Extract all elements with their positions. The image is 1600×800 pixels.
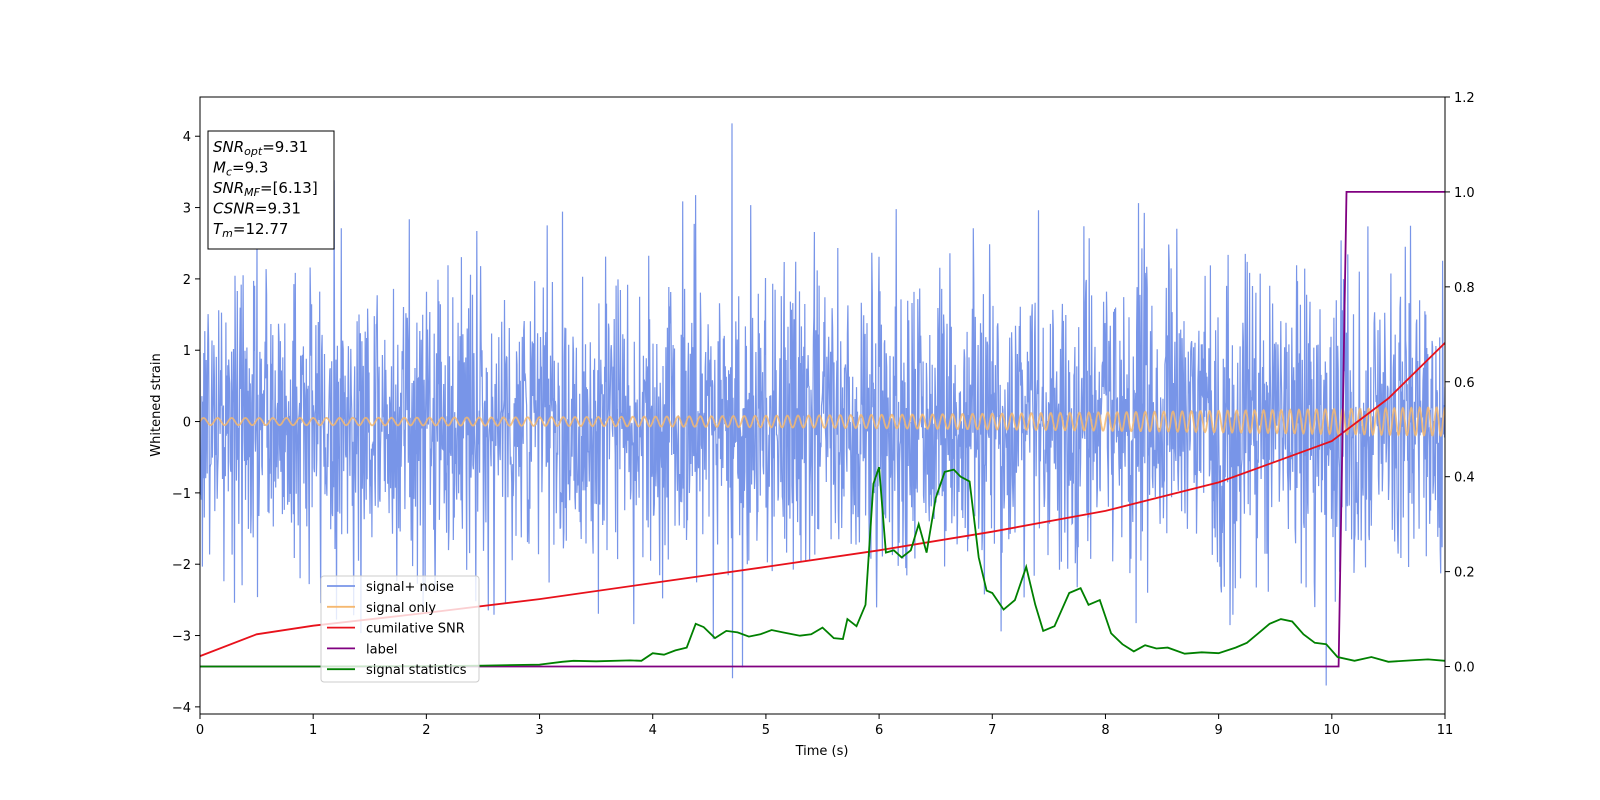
y-tick-label: −3 — [172, 630, 191, 645]
series-line-label — [200, 191, 1445, 668]
info-symbol: M — [213, 159, 226, 177]
y2-tick-label: 1.2 — [1454, 91, 1475, 106]
y-tick-label: −2 — [172, 558, 191, 573]
legend: signal+ noise signal only cumilative SNR la… — [320, 575, 480, 683]
legend-label: signal only — [366, 601, 436, 616]
plot-frame — [199, 96, 1446, 715]
series-line-signal-noise — [200, 123, 1445, 686]
info-box-frame — [207, 130, 335, 250]
y-tick-label: 1 — [183, 344, 191, 359]
y-tick-label: 2 — [183, 273, 191, 288]
info-line: SNRopt=9.31 — [213, 138, 308, 158]
info-line: Tm=12.77 — [213, 220, 288, 240]
legend-label: label — [366, 642, 397, 657]
legend-label: signal+ noise — [366, 580, 454, 595]
info-value: =[6.13] — [260, 179, 318, 197]
info-value: =9.3 — [232, 159, 268, 177]
x-tick-label: 11 — [1437, 723, 1454, 738]
x-tick-label: 8 — [1101, 723, 1109, 738]
info-subscript: m — [222, 227, 233, 240]
x-tick-label: 1 — [309, 723, 317, 738]
info-subscript: c — [226, 166, 232, 179]
series-line-signal-statistics — [200, 466, 1445, 668]
legend-frame — [320, 575, 480, 683]
ticks-layer: 0 1 2 3 4 5 6 7 8 9 10 11 −4 −3 −2 −1 0 1 2 3 4 0.0 0.2 0.4 0.6 0… — [172, 91, 1475, 738]
info-symbol: T — [213, 220, 224, 238]
y-tick-label: −1 — [172, 487, 191, 502]
x-tick-label: 2 — [422, 723, 430, 738]
x-tick-label: 9 — [1214, 723, 1222, 738]
info-line: SNRMF=[6.13] — [213, 179, 318, 199]
x-tick-label: 7 — [988, 723, 996, 738]
y-tick-label: 0 — [183, 416, 191, 431]
info-value: =9.31 — [255, 200, 301, 218]
info-symbol: CSNR — [213, 200, 255, 218]
series-line-signal-only — [200, 405, 1445, 438]
y-tick-label: 4 — [183, 130, 191, 145]
info-subscript: MF — [244, 186, 260, 199]
y-axis-label: Whitened strain — [149, 353, 164, 456]
y-tick-label: 3 — [183, 202, 191, 217]
x-tick-label: 5 — [762, 723, 770, 738]
info-box: SNRopt=9.31Mc=9.3SNRMF=[6.13]CSNR=9.31Tm… — [207, 130, 335, 250]
info-line: Mc=9.3 — [213, 159, 268, 179]
x-tick-label: 0 — [196, 723, 204, 738]
y2-tick-label: 1.0 — [1454, 186, 1475, 201]
info-symbol: SNR — [213, 179, 244, 197]
y2-tick-label: 0.8 — [1454, 281, 1475, 296]
y2-tick-label: 0.4 — [1454, 471, 1475, 486]
x-tick-label: 4 — [649, 723, 657, 738]
x-tick-label: 10 — [1324, 723, 1341, 738]
info-subscript: opt — [244, 145, 263, 158]
info-symbol: SNR — [213, 138, 244, 156]
info-value: =9.31 — [262, 138, 308, 156]
x-tick-label: 6 — [875, 723, 883, 738]
legend-label: signal statistics — [366, 663, 467, 678]
y2-tick-label: 0.6 — [1454, 376, 1475, 391]
y2-tick-label: 0.2 — [1454, 566, 1475, 581]
x-axis-label: Time (s) — [795, 744, 849, 759]
y-tick-label: −4 — [172, 701, 191, 716]
info-line: CSNR=9.31 — [213, 200, 301, 218]
y2-tick-label: 0.0 — [1454, 661, 1475, 676]
x-tick-label: 3 — [535, 723, 543, 738]
info-value: =12.77 — [233, 220, 289, 238]
legend-label: cumilative SNR — [366, 622, 465, 637]
